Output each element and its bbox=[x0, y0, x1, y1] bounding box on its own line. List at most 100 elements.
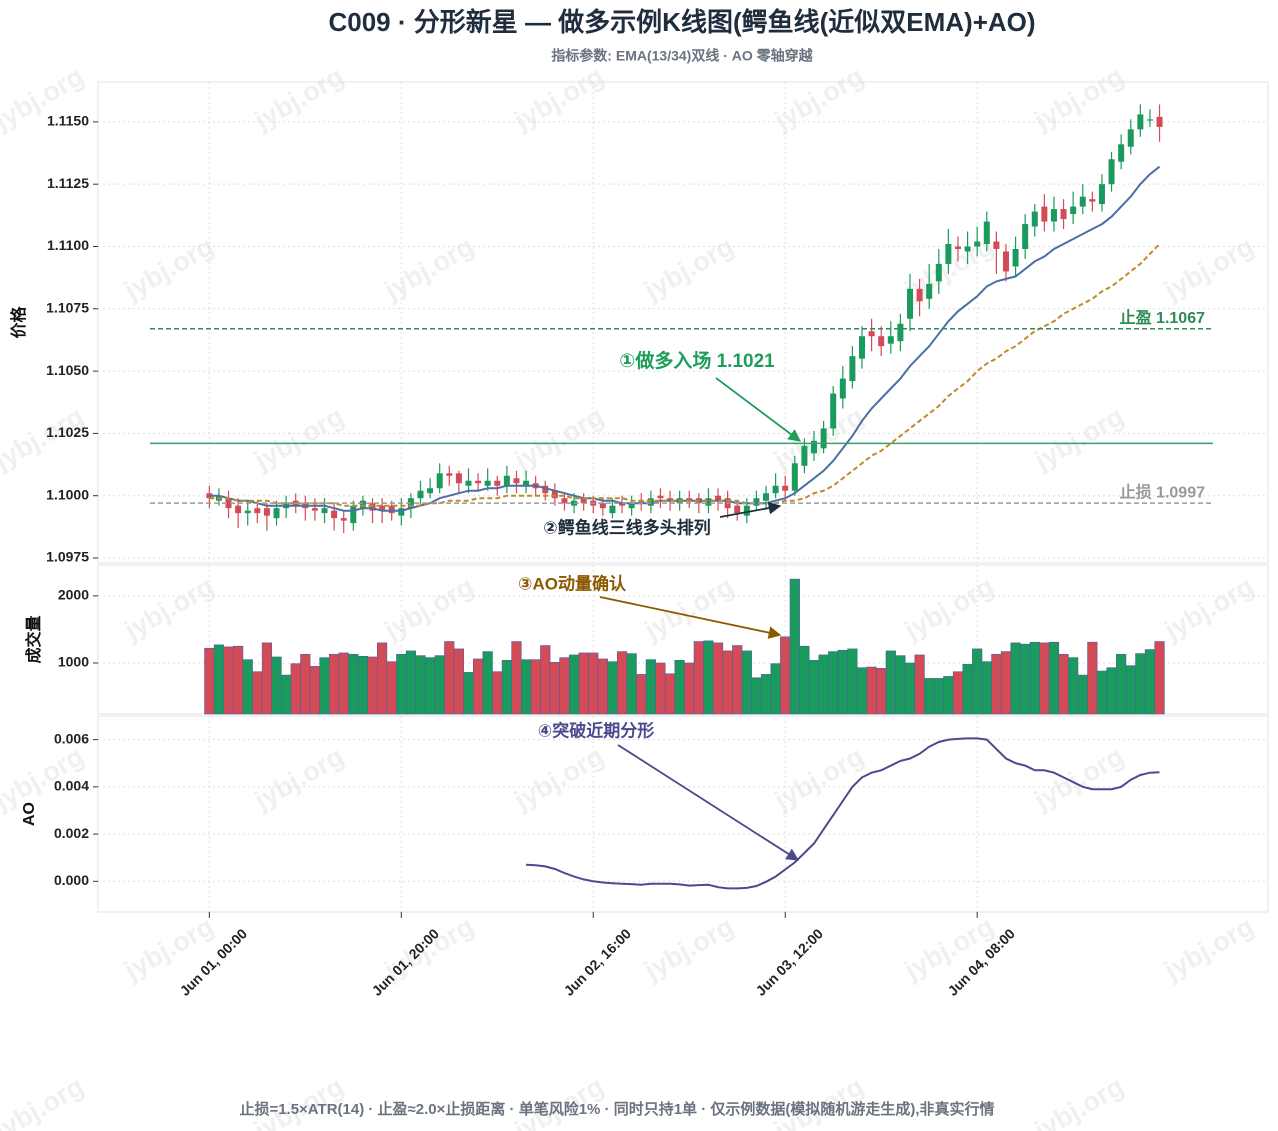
volume-bar bbox=[213, 644, 225, 715]
volume-bar bbox=[770, 663, 781, 715]
watermark: jybj.org bbox=[0, 1071, 89, 1131]
volume-bar bbox=[511, 641, 522, 715]
candle-body bbox=[906, 288, 913, 319]
candle-body bbox=[628, 503, 635, 509]
volume-bar bbox=[549, 662, 560, 715]
candle-body bbox=[715, 495, 722, 501]
candle-body bbox=[887, 336, 894, 344]
footer-note: 止损=1.5×ATR(14) · 止盈≈2.0×止损距离 · 单笔风险1% · … bbox=[239, 1100, 994, 1118]
candle-body bbox=[1041, 206, 1048, 222]
volume-bar bbox=[223, 646, 234, 715]
candle-body bbox=[542, 485, 549, 494]
volume-bar bbox=[329, 653, 340, 715]
plots: 1.0975 1.1000 1.1025 1.1050 1.1075 1.1100 1.11… bbox=[9, 81, 1269, 999]
candle-body bbox=[1060, 209, 1067, 220]
level-label: 止损 1.0997 bbox=[1120, 482, 1205, 501]
candle-body bbox=[954, 246, 961, 249]
ao-line bbox=[526, 737, 1160, 890]
watermark: jybj.org bbox=[1158, 911, 1258, 986]
panel-frame bbox=[97, 715, 1269, 913]
watermark: jybj.org bbox=[768, 401, 868, 476]
candle-body bbox=[820, 428, 827, 449]
candle-body bbox=[1012, 248, 1019, 267]
candle-body bbox=[945, 243, 952, 264]
candle-body bbox=[350, 505, 357, 524]
candle-body bbox=[359, 500, 366, 509]
candle-body bbox=[388, 505, 395, 514]
volume-bar bbox=[732, 645, 743, 715]
volume-bar bbox=[856, 667, 868, 715]
volume-bar bbox=[636, 674, 647, 715]
candle-body bbox=[369, 503, 376, 511]
volume-bar bbox=[588, 652, 599, 715]
watermark: jybj.org bbox=[638, 911, 738, 986]
y-tick-label: 2000 bbox=[58, 587, 89, 603]
candle-body bbox=[311, 508, 318, 511]
watermark: jybj.org bbox=[248, 401, 348, 476]
y-tick-label: 1.1150 bbox=[47, 113, 89, 129]
candle-body bbox=[340, 518, 347, 521]
candle-body bbox=[379, 505, 386, 511]
volume-bar bbox=[789, 578, 800, 715]
candle-body bbox=[1108, 159, 1115, 185]
chart-title: C009 · 分形新星 — 做多示例K线图(鳄鱼线(近似双EMA)+AO) bbox=[328, 7, 1035, 37]
y-tick-label: 1000 bbox=[58, 654, 89, 670]
candle-body bbox=[398, 508, 405, 516]
volume-bar bbox=[655, 662, 666, 715]
watermark: jybj.org bbox=[248, 61, 348, 136]
candle-body bbox=[475, 480, 482, 484]
candle-body bbox=[561, 498, 568, 504]
candle-body bbox=[1146, 119, 1153, 121]
candle-body bbox=[599, 503, 606, 509]
y-tick-label: 0.002 bbox=[54, 825, 89, 841]
volume-bar bbox=[914, 654, 925, 715]
volume-bar bbox=[434, 655, 445, 715]
candle-body bbox=[1002, 251, 1009, 272]
watermark: jybj.org bbox=[1028, 741, 1128, 816]
candle-body bbox=[417, 490, 424, 499]
candle-body bbox=[657, 495, 664, 499]
candle-body bbox=[427, 488, 434, 494]
volume-bar bbox=[1010, 642, 1021, 715]
candle-body bbox=[1098, 184, 1105, 205]
volume-bar bbox=[933, 678, 944, 715]
watermark: jybj.org bbox=[768, 741, 868, 816]
watermark: jybj.org bbox=[248, 741, 348, 816]
candle-body bbox=[916, 288, 923, 302]
volume-bar bbox=[962, 664, 973, 715]
volume-bar bbox=[674, 660, 685, 715]
y-tick-label: 1.1100 bbox=[47, 237, 89, 253]
volume-bar bbox=[760, 674, 772, 715]
candle-body bbox=[935, 263, 942, 282]
panel-frame bbox=[97, 81, 1269, 564]
candle-body bbox=[868, 331, 875, 337]
volume-bar bbox=[876, 668, 887, 715]
candle-body bbox=[734, 505, 741, 514]
volume-bar bbox=[261, 642, 273, 715]
candle-body bbox=[705, 498, 712, 506]
annotation: ①做多入场 1.1021 bbox=[619, 349, 775, 372]
volume-bar bbox=[377, 642, 388, 715]
candle-body bbox=[974, 241, 981, 247]
volume-bar bbox=[991, 653, 1002, 715]
volume-bar bbox=[703, 640, 714, 715]
ema-line bbox=[209, 165, 1161, 512]
volume-bar bbox=[233, 645, 244, 715]
volume-bar bbox=[424, 657, 436, 715]
volume-bar bbox=[780, 636, 791, 715]
volume-bar bbox=[357, 655, 369, 715]
volume-bar bbox=[578, 652, 589, 715]
y-tick-label: 1.1000 bbox=[46, 486, 89, 502]
volume-bar bbox=[367, 656, 378, 715]
candle-body bbox=[321, 508, 328, 514]
candle-body bbox=[331, 510, 338, 519]
chart-subtitle: 指标参数: EMA(13/34)双线 · AO 零轴穿越 bbox=[551, 48, 813, 64]
volume-bar bbox=[1125, 665, 1136, 715]
y-tick-label: 1.1050 bbox=[46, 362, 89, 378]
watermark: jybj.org bbox=[898, 571, 998, 646]
candle-body bbox=[1156, 116, 1163, 127]
volume-bar bbox=[597, 658, 608, 715]
y-tick-label: 0.006 bbox=[54, 730, 89, 746]
candle-body bbox=[753, 498, 760, 506]
candle-body bbox=[1118, 144, 1125, 162]
